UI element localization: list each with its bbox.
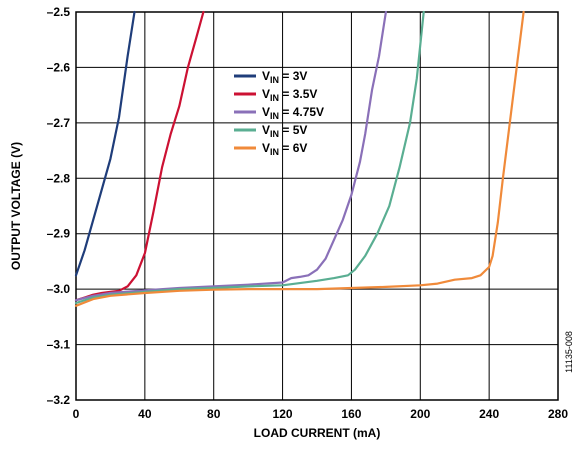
grid-lines <box>76 12 558 400</box>
y-tick-label: –2.5 <box>47 5 71 19</box>
x-tick-label: 0 <box>73 407 80 421</box>
x-axis-label: LOAD CURRENT (mA) <box>254 426 381 440</box>
plot-frame <box>75 11 559 401</box>
y-tick-labels: –2.5 –2.6 –2.7 –2.8 –2.9 –3.0 –3.1 –3.2 <box>47 5 71 407</box>
x-tick-label: 120 <box>273 407 293 421</box>
legend-entry-3: VIN = 5V <box>262 123 307 139</box>
y-tick-label: –3.2 <box>47 393 71 407</box>
y-tick-label: –3.1 <box>47 338 71 352</box>
figure-id: 11135-008 <box>564 331 574 373</box>
legend-entry-0: VIN = 3V <box>262 69 307 85</box>
x-tick-labels: 0 40 80 120 160 200 240 280 <box>73 407 569 421</box>
y-axis-label: OUTPUT VOLTAGE (V) <box>9 142 23 270</box>
series-line-1 <box>74 10 205 302</box>
x-tick-label: 40 <box>138 407 152 421</box>
series-line-4 <box>74 10 525 307</box>
legend: VIN = 3V VIN = 3.5V VIN = 4.75V VIN = 5V VIN… <box>234 69 324 157</box>
y-tick-label: –2.7 <box>47 116 71 130</box>
series-layer <box>74 10 525 307</box>
x-tick-label: 200 <box>410 407 430 421</box>
legend-entry-2: VIN = 4.75V <box>262 105 324 121</box>
y-tick-label: –3.0 <box>47 282 71 296</box>
y-tick-label: –2.8 <box>47 171 71 185</box>
y-tick-label: –2.9 <box>47 227 71 241</box>
legend-entry-4: VIN = 6V <box>262 141 307 157</box>
x-tick-label: 160 <box>341 407 361 421</box>
x-tick-label: 80 <box>207 407 221 421</box>
series-line-0 <box>74 10 136 277</box>
x-tick-label: 240 <box>479 407 499 421</box>
y-tick-label: –2.6 <box>47 60 71 74</box>
x-tick-label: 280 <box>548 407 568 421</box>
legend-entry-1: VIN = 3.5V <box>262 87 317 103</box>
series-line-2 <box>74 10 387 302</box>
